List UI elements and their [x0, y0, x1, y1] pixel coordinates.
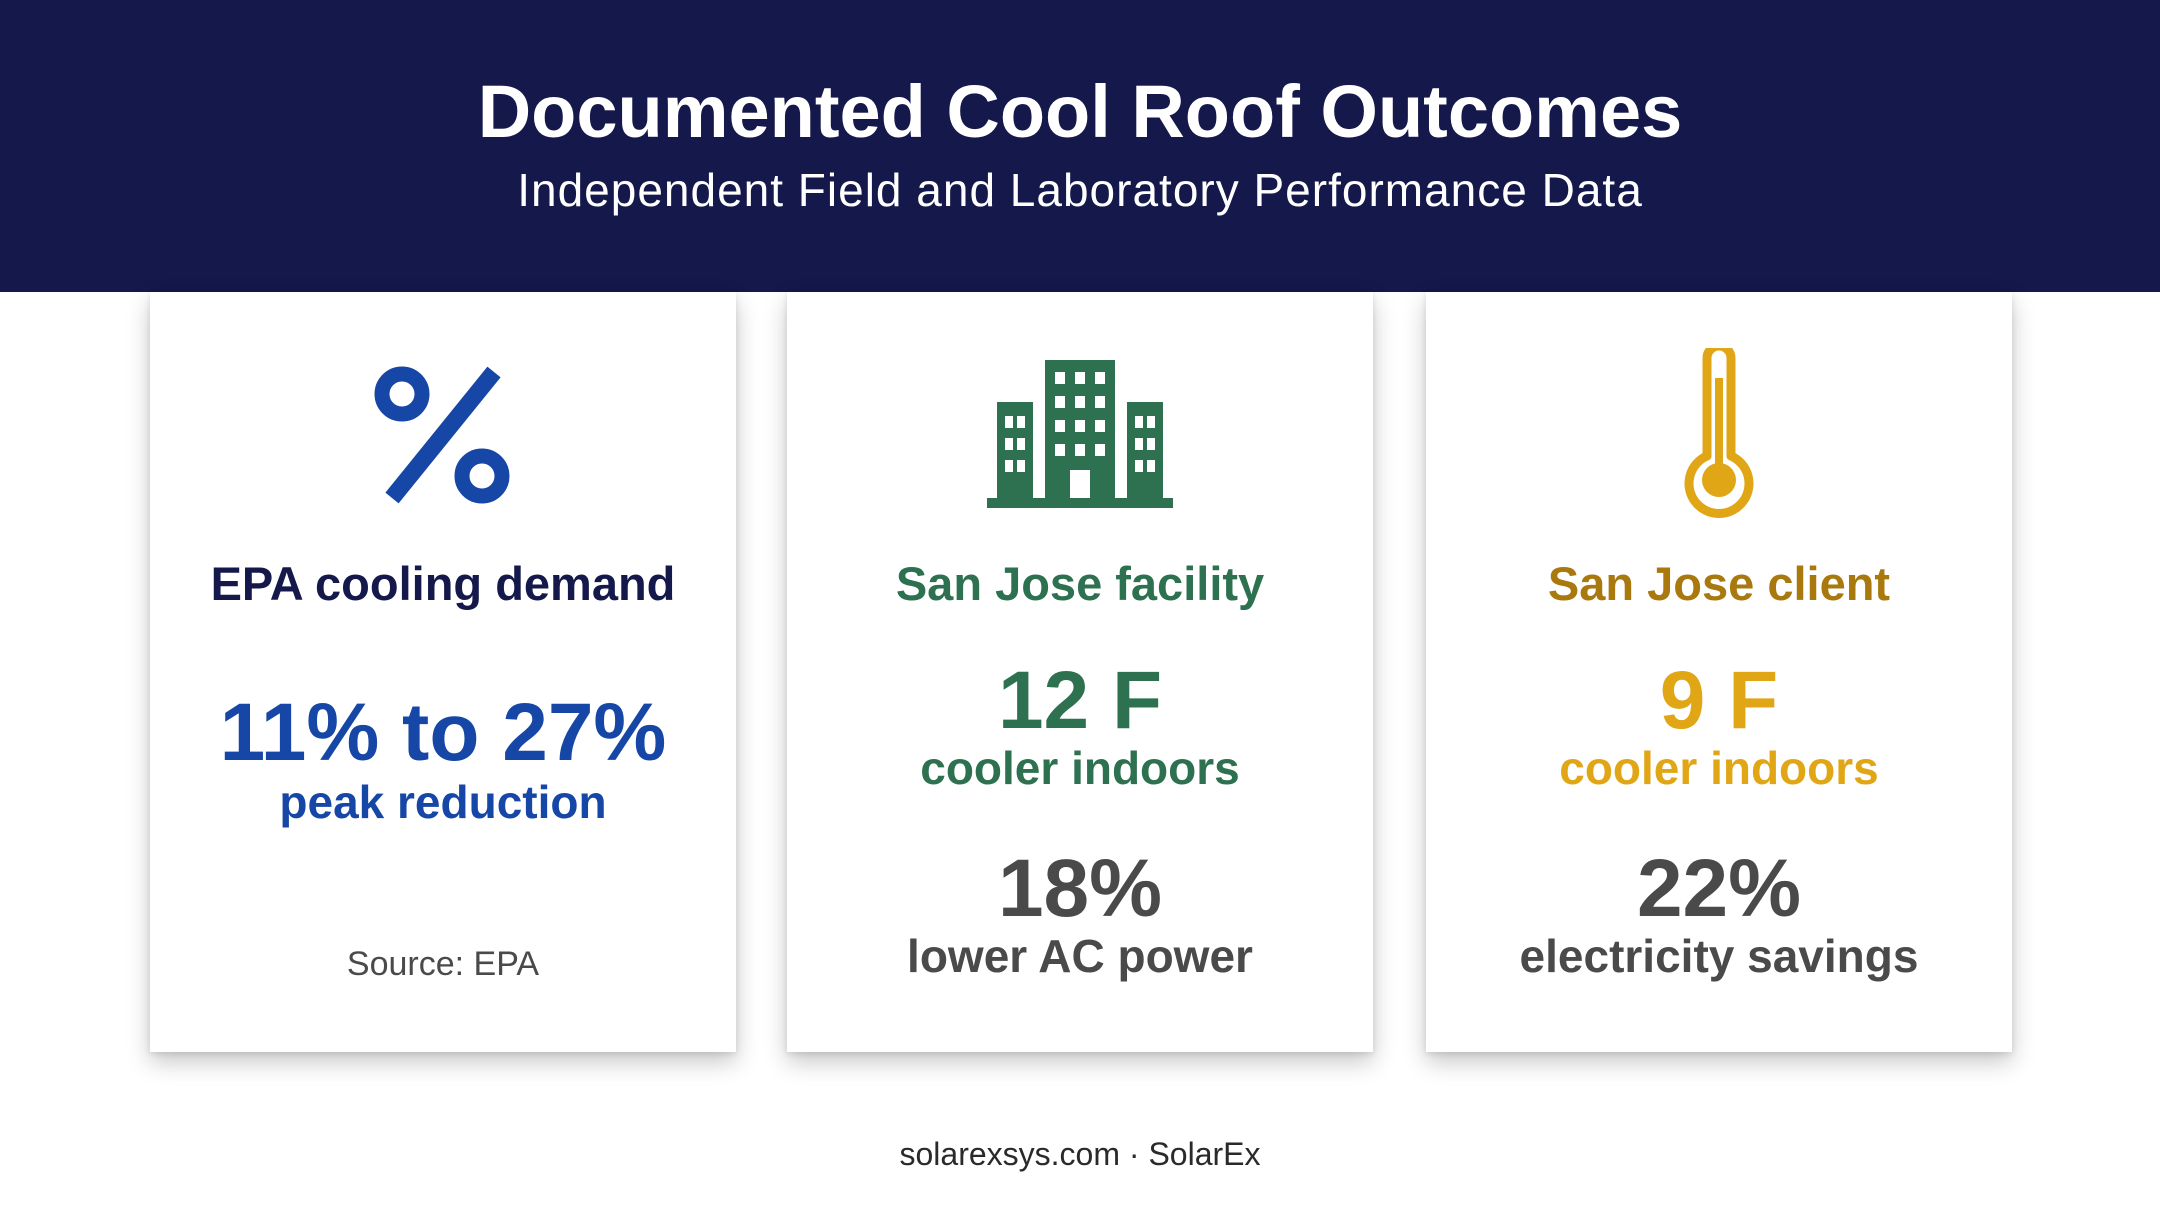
- secondary-value: 22%: [1636, 843, 1802, 934]
- page-title: Documented Cool Roof Outcomes: [477, 70, 1683, 153]
- secondary-value: 18%: [997, 843, 1163, 934]
- stat-card-san-jose-facility: San Jose facility 12 F cooler indoors 18…: [787, 292, 1373, 1052]
- stat-card-epa: EPA cooling demand 11% to 27% peak reduc…: [150, 292, 736, 1052]
- stat-card-san-jose-client: San Jose client 9 F cooler indoors 22% e…: [1426, 292, 2012, 1052]
- page-subtitle: Independent Field and Laboratory Perform…: [517, 164, 1643, 216]
- card-heading: San Jose facility: [895, 557, 1265, 610]
- primary-value: 9 F: [1659, 655, 1779, 746]
- secondary-label: lower AC power: [907, 930, 1253, 982]
- primary-value: 12 F: [997, 655, 1163, 746]
- secondary-label: electricity savings: [1519, 930, 1919, 982]
- primary-value: 11% to 27%: [219, 687, 667, 778]
- source-note: Source: EPA: [346, 945, 540, 983]
- primary-label: cooler indoors: [1559, 742, 1879, 794]
- percent-icon: [150, 360, 736, 510]
- card-heading: EPA cooling demand: [210, 557, 676, 610]
- card-heading: San Jose client: [1547, 557, 1891, 610]
- header-banner: Documented Cool Roof Outcomes Independen…: [0, 0, 2160, 292]
- building-icon: [787, 360, 1373, 510]
- thermometer-icon: [1426, 348, 2012, 518]
- footer-credit: solarexsys.com · SolarEx: [899, 1136, 1261, 1172]
- primary-label: peak reduction: [279, 776, 607, 828]
- primary-label: cooler indoors: [920, 742, 1240, 794]
